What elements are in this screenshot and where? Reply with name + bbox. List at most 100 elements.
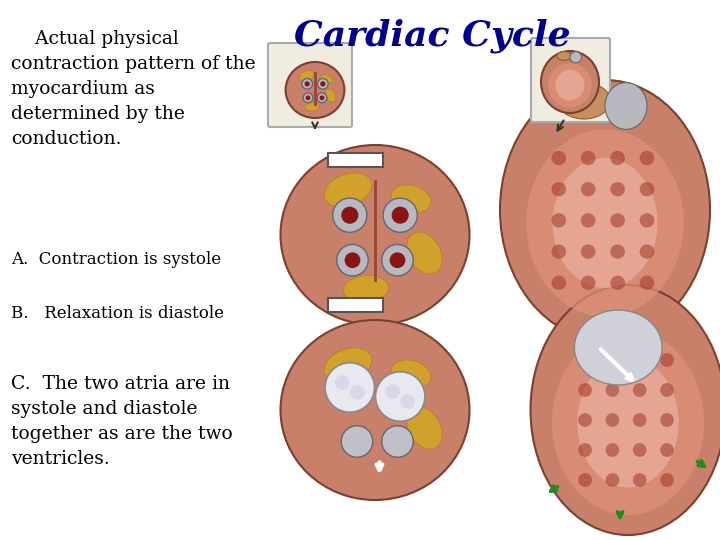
Ellipse shape (541, 51, 599, 113)
Ellipse shape (633, 443, 647, 457)
Ellipse shape (639, 213, 654, 227)
Ellipse shape (606, 443, 619, 457)
Ellipse shape (578, 443, 592, 457)
Ellipse shape (581, 275, 595, 290)
Ellipse shape (578, 473, 592, 487)
Ellipse shape (606, 473, 619, 487)
Ellipse shape (660, 353, 674, 367)
FancyBboxPatch shape (531, 38, 610, 122)
Ellipse shape (611, 151, 625, 165)
Ellipse shape (611, 275, 625, 290)
Ellipse shape (281, 320, 469, 500)
Ellipse shape (302, 78, 312, 89)
Ellipse shape (575, 310, 662, 385)
Ellipse shape (639, 245, 654, 259)
Ellipse shape (303, 93, 313, 103)
Ellipse shape (581, 182, 595, 197)
Ellipse shape (552, 151, 566, 165)
Ellipse shape (500, 80, 710, 340)
Ellipse shape (341, 207, 359, 224)
Ellipse shape (577, 357, 679, 488)
Ellipse shape (581, 151, 595, 165)
Ellipse shape (392, 207, 409, 224)
Ellipse shape (639, 151, 654, 165)
Ellipse shape (407, 407, 442, 449)
Bar (328, 298, 383, 312)
Ellipse shape (325, 363, 374, 412)
Ellipse shape (400, 394, 415, 409)
Ellipse shape (660, 383, 674, 397)
Ellipse shape (633, 353, 647, 367)
Ellipse shape (324, 173, 372, 207)
Ellipse shape (305, 81, 310, 86)
Ellipse shape (581, 213, 595, 227)
Ellipse shape (407, 232, 442, 274)
Ellipse shape (570, 52, 582, 63)
Ellipse shape (281, 145, 469, 325)
Ellipse shape (552, 182, 566, 197)
Ellipse shape (552, 275, 566, 290)
Ellipse shape (333, 198, 367, 232)
Ellipse shape (578, 383, 592, 397)
Text: C.  The two atria are in
systole and diastole
together as are the two
ventricles: C. The two atria are in systole and dias… (11, 375, 233, 468)
Ellipse shape (606, 413, 619, 427)
Ellipse shape (300, 71, 314, 82)
Ellipse shape (305, 96, 310, 100)
Ellipse shape (335, 375, 350, 390)
Ellipse shape (639, 182, 654, 197)
Ellipse shape (611, 182, 625, 197)
Bar (328, 153, 383, 167)
Ellipse shape (341, 426, 373, 457)
Ellipse shape (639, 275, 654, 290)
Ellipse shape (611, 245, 625, 259)
Ellipse shape (611, 213, 625, 227)
Ellipse shape (581, 245, 595, 259)
Ellipse shape (320, 81, 325, 86)
Ellipse shape (382, 245, 413, 276)
Ellipse shape (578, 413, 592, 427)
Ellipse shape (385, 384, 400, 399)
Ellipse shape (383, 198, 418, 232)
Ellipse shape (633, 383, 647, 397)
Ellipse shape (552, 245, 566, 259)
Ellipse shape (325, 89, 336, 102)
Ellipse shape (375, 372, 425, 421)
Ellipse shape (391, 185, 431, 213)
Ellipse shape (557, 52, 572, 60)
Text: A.  Contraction is systole: A. Contraction is systole (11, 251, 221, 268)
Ellipse shape (606, 353, 619, 367)
Ellipse shape (633, 413, 647, 427)
Ellipse shape (305, 103, 319, 111)
Ellipse shape (320, 75, 333, 83)
Ellipse shape (286, 62, 344, 118)
Ellipse shape (390, 252, 405, 268)
Ellipse shape (343, 275, 389, 302)
Ellipse shape (345, 252, 361, 268)
Ellipse shape (552, 213, 566, 227)
Text: Actual physical
contraction pattern of the
myocardium as
determined by the
condu: Actual physical contraction pattern of t… (11, 30, 256, 148)
Ellipse shape (556, 70, 585, 100)
Ellipse shape (606, 383, 619, 397)
Ellipse shape (660, 473, 674, 487)
Ellipse shape (382, 426, 413, 457)
Ellipse shape (548, 63, 592, 107)
Ellipse shape (526, 130, 684, 316)
Ellipse shape (531, 285, 720, 535)
Ellipse shape (318, 78, 328, 89)
Ellipse shape (605, 83, 647, 130)
Ellipse shape (350, 385, 364, 400)
Ellipse shape (324, 348, 372, 382)
Ellipse shape (320, 96, 325, 100)
Ellipse shape (660, 443, 674, 457)
Text: Cardiac Cycle: Cardiac Cycle (294, 19, 570, 53)
Ellipse shape (552, 158, 657, 288)
Ellipse shape (558, 83, 611, 119)
Text: B.   Relaxation is diastole: B. Relaxation is diastole (11, 305, 224, 322)
Ellipse shape (578, 353, 592, 367)
Ellipse shape (317, 93, 327, 103)
Ellipse shape (337, 245, 368, 276)
Ellipse shape (391, 360, 431, 388)
Ellipse shape (633, 473, 647, 487)
Ellipse shape (552, 330, 704, 515)
FancyBboxPatch shape (268, 43, 352, 127)
